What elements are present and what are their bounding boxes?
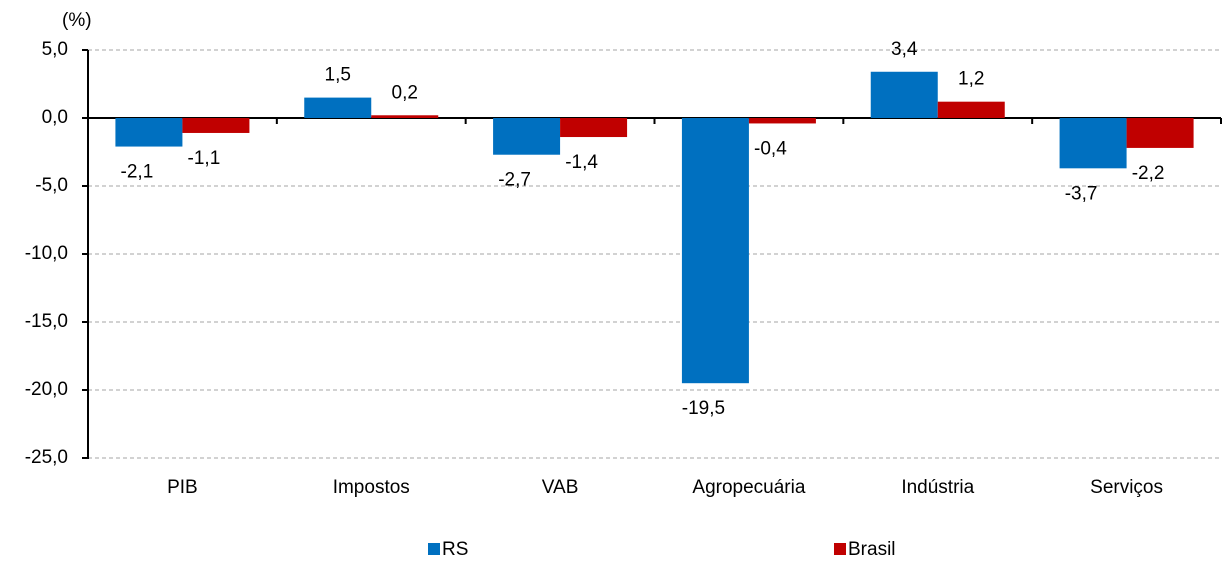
value-label: -2,7: [498, 170, 531, 191]
legend-label: RS: [442, 539, 468, 560]
bar: [1126, 118, 1194, 148]
y-tick-label: -5,0: [35, 175, 68, 196]
bar: [748, 118, 816, 124]
bar: [493, 118, 561, 155]
x-tick-label: Impostos: [333, 477, 410, 498]
value-label: 0,2: [392, 82, 418, 103]
x-tick-label: Indústria: [901, 477, 974, 498]
y-tick-label: -15,0: [25, 311, 68, 332]
x-tick-label: Agropecuária: [692, 477, 805, 498]
x-tick-label: VAB: [542, 477, 579, 498]
bar: [304, 97, 372, 118]
legend-label: Brasil: [848, 539, 896, 560]
value-label: -1,4: [565, 152, 598, 173]
bar: [115, 118, 183, 147]
value-label: -0,4: [754, 138, 787, 159]
y-axis-label: (%): [62, 10, 92, 31]
bar: [560, 118, 628, 138]
value-label: -19,5: [682, 398, 725, 419]
bar: [1059, 118, 1127, 169]
y-tick-label: 0,0: [42, 107, 68, 128]
value-label: -1,1: [188, 148, 221, 169]
legend-swatch: [428, 543, 440, 555]
y-tick-label: -25,0: [25, 447, 68, 468]
value-label: -2,2: [1132, 163, 1165, 184]
value-label: -2,1: [121, 162, 154, 183]
bar: [870, 71, 938, 118]
value-label: 1,5: [325, 65, 351, 86]
y-tick-label: -10,0: [25, 243, 68, 264]
legend-swatch: [834, 543, 846, 555]
x-tick-label: PIB: [167, 477, 198, 498]
value-label: 3,4: [891, 39, 918, 60]
bar: [182, 118, 250, 133]
y-tick-label: 5,0: [42, 39, 68, 60]
y-tick-label: -20,0: [25, 379, 68, 400]
value-label: -3,7: [1065, 183, 1098, 204]
bar: [937, 101, 1005, 118]
bar: [681, 118, 749, 384]
bar: [371, 115, 439, 118]
x-tick-label: Serviços: [1090, 477, 1163, 498]
value-label: 1,2: [958, 69, 984, 90]
